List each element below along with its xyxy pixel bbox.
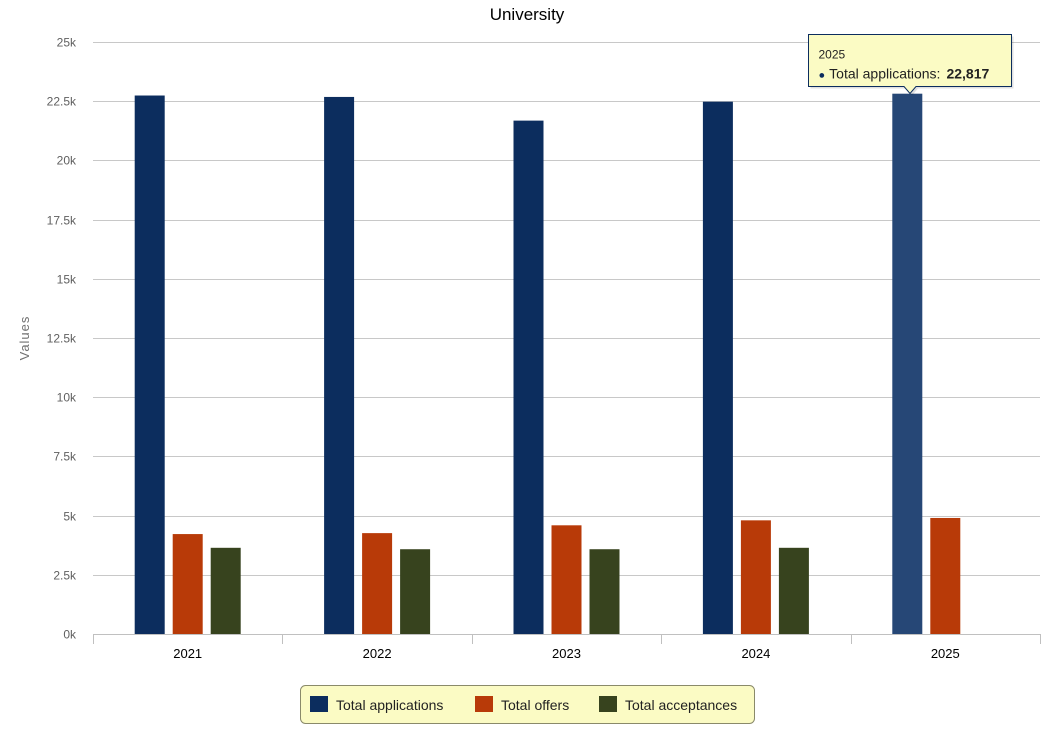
y-tick-label: 17.5k <box>47 214 77 228</box>
chart-title: University <box>490 5 565 24</box>
y-axis-ticks: 0k 2.5k 5k 7.5k 10k 12.5k 15k 17.5k 20k 22.5k 25k <box>47 36 77 642</box>
bar[interactable] <box>589 549 620 634</box>
bars <box>134 93 961 635</box>
legend-item[interactable]: Total acceptances <box>599 696 737 713</box>
tooltip-bullet: ● <box>819 70 826 82</box>
legend-item[interactable]: Total offers <box>475 696 569 713</box>
y-tick-label: 25k <box>57 36 77 50</box>
bar[interactable] <box>324 96 355 634</box>
legend-swatch <box>599 696 617 712</box>
y-tick-label: 2.5k <box>53 569 77 583</box>
y-axis-label: Values <box>17 316 32 361</box>
tooltip-header: 2025 <box>819 48 846 62</box>
bar[interactable] <box>134 95 165 635</box>
bar[interactable] <box>400 549 431 634</box>
x-tick-label: 2021 <box>173 646 202 661</box>
y-tick-label: 0k <box>63 628 77 642</box>
y-tick-label: 7.5k <box>53 450 77 464</box>
x-axis: 2021 2022 2023 2024 2025 <box>93 634 1041 661</box>
tooltip: 2025 ● Total applications: 22,817 <box>808 34 1014 96</box>
bar[interactable] <box>778 547 809 634</box>
y-tick-label: 12.5k <box>47 332 77 346</box>
legend-swatch <box>475 696 493 712</box>
bar[interactable] <box>930 517 961 634</box>
y-tick-label: 5k <box>63 510 77 524</box>
bar[interactable] <box>362 533 393 634</box>
bar[interactable] <box>740 520 771 634</box>
y-tick-label: 10k <box>57 391 77 405</box>
x-tick-label: 2025 <box>931 646 960 661</box>
legend[interactable]: Total applications Total offers Total acce… <box>300 685 755 724</box>
bar[interactable] <box>702 101 733 635</box>
legend-label: Total acceptances <box>625 697 737 713</box>
tooltip-label: Total applications: <box>829 66 940 82</box>
legend-swatch <box>310 696 328 712</box>
legend-item[interactable]: Total applications <box>310 696 443 713</box>
tooltip-value: 22,817 <box>946 66 989 82</box>
y-tick-label: 20k <box>57 154 77 168</box>
x-tick-label: 2022 <box>363 646 392 661</box>
x-tick-label: 2024 <box>741 646 770 661</box>
legend-label: Total applications <box>336 697 443 713</box>
x-tick-label: 2023 <box>552 646 581 661</box>
tooltip-box <box>808 34 1012 95</box>
tooltip-line: ● Total applications: 22,817 <box>819 66 990 82</box>
bar[interactable] <box>172 534 203 634</box>
legend-box <box>300 685 755 724</box>
y-tick-label: 15k <box>57 273 77 287</box>
bar[interactable] <box>551 525 582 634</box>
bar[interactable] <box>892 93 923 635</box>
bar[interactable] <box>210 547 241 634</box>
y-tick-label: 22.5k <box>47 95 77 109</box>
bar[interactable] <box>513 120 544 634</box>
legend-label: Total offers <box>501 697 569 713</box>
